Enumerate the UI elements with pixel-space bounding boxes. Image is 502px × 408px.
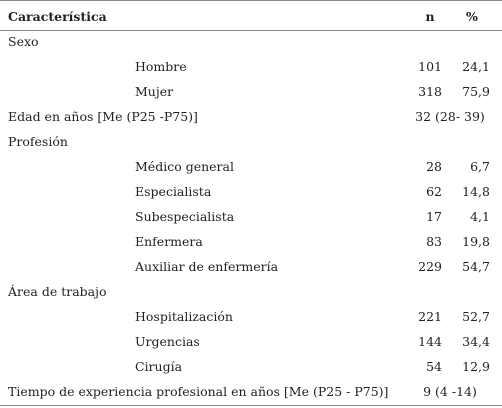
n-cell: 62 (426, 184, 442, 199)
n-cell: 318 (418, 84, 442, 99)
section-label: Área de trabajo (8, 284, 107, 299)
n-cell: 28 (426, 159, 442, 174)
summary-value: 32 (28- 39) (415, 109, 485, 124)
item-label: Subespecialista (135, 209, 235, 224)
item-label: Mujer (135, 84, 174, 99)
top-rule (0, 0, 502, 1)
item-label: Hospitalización (135, 309, 233, 324)
item-label: Especialista (135, 184, 212, 199)
pct-cell: 4,1 (470, 209, 490, 224)
item-label: Médico general (135, 159, 234, 174)
pct-cell: 12,9 (462, 359, 490, 374)
n-cell: 17 (426, 209, 442, 224)
item-label: Enfermera (135, 234, 203, 249)
header-cell: % (466, 9, 478, 24)
summary-label: Edad en años [Me (P25 -P75)] (8, 109, 198, 124)
n-cell: 101 (418, 59, 442, 74)
n-cell: 221 (418, 309, 442, 324)
section-label: Profesión (8, 134, 68, 149)
item-label: Urgencias (135, 334, 200, 349)
pct-cell: 24,1 (462, 59, 490, 74)
item-label: Cirugía (135, 359, 183, 374)
pct-cell: 75,9 (462, 84, 490, 99)
header-cell: n (425, 9, 435, 24)
pct-cell: 14,8 (462, 184, 490, 199)
pct-cell: 19,8 (462, 234, 490, 249)
item-label: Auxiliar de enfermería (135, 259, 279, 274)
pct-cell: 34,4 (462, 334, 490, 349)
n-cell: 83 (426, 234, 442, 249)
n-cell: 54 (426, 359, 442, 374)
summary-label: Tiempo de experiencia profesional en año… (8, 384, 389, 399)
header-cell: Característica (8, 9, 107, 24)
section-label: Sexo (8, 34, 39, 49)
bottom-rule (0, 405, 502, 406)
pct-cell: 6,7 (470, 159, 490, 174)
pct-cell: 54,7 (462, 259, 490, 274)
n-cell: 229 (418, 259, 442, 274)
n-cell: 144 (418, 334, 442, 349)
summary-value: 9 (4 -14) (423, 384, 477, 399)
pct-cell: 52,7 (462, 309, 490, 324)
header-rule (0, 30, 502, 31)
item-label: Hombre (135, 59, 187, 74)
